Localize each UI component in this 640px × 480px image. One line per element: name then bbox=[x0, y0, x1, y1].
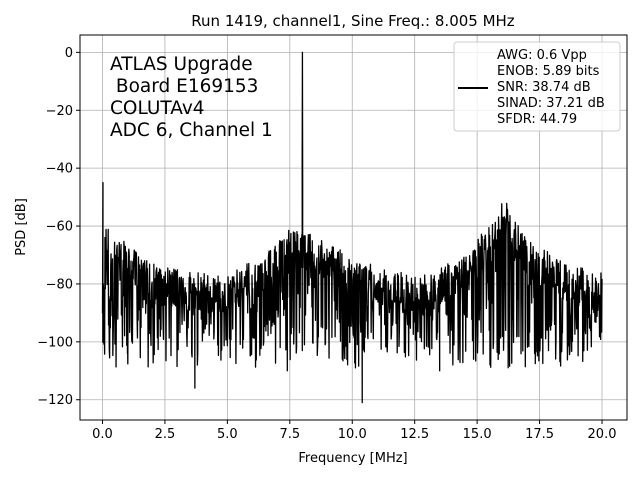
x-axis-label: Frequency [MHz] bbox=[298, 451, 407, 466]
annotation-line-1: ATLAS Upgrade bbox=[110, 54, 253, 75]
x-tick-label: 0.0 bbox=[92, 427, 113, 442]
y-tick-label: −20 bbox=[46, 104, 73, 119]
y-tick-label: −80 bbox=[46, 277, 73, 292]
psd-trace-line bbox=[101, 51, 603, 404]
psd-series bbox=[101, 51, 603, 404]
ticks: 0.0 2.5 5.0 7.5 10.0 12.5 15.0 17.5 20.0 0 −20 −40 −… bbox=[37, 46, 616, 442]
legend-box bbox=[453, 41, 621, 132]
legend-line-5: SFDR: 44.79 bbox=[497, 112, 577, 127]
chart-title: Run 1419, channel1, Sine Freq.: 8.005 MH… bbox=[191, 12, 515, 30]
y-tick-label: −60 bbox=[46, 220, 73, 235]
legend-line-4: SINAD: 37.21 dB bbox=[497, 96, 605, 111]
x-tick-label: 10.0 bbox=[338, 427, 367, 442]
y-tick-label: −100 bbox=[37, 335, 73, 350]
x-tick-label: 15.0 bbox=[463, 427, 492, 442]
x-tick-label: 7.5 bbox=[279, 427, 300, 442]
legend-line-2: ENOB: 5.89 bits bbox=[497, 64, 600, 79]
legend-line-1: AWG: 0.6 Vpp bbox=[497, 48, 587, 63]
annotation-line-4: ADC 6, Channel 1 bbox=[110, 120, 273, 141]
y-tick-label: 0 bbox=[65, 46, 73, 61]
x-tick-label: 5.0 bbox=[217, 427, 238, 442]
y-axis-label: PSD [dB] bbox=[14, 198, 29, 256]
annotation-line-3: COLUTAv4 bbox=[110, 98, 205, 119]
x-tick-label: 17.5 bbox=[525, 427, 554, 442]
x-tick-label: 2.5 bbox=[155, 427, 176, 442]
y-tick-label: −120 bbox=[37, 393, 73, 408]
legend: AWG: 0.6 Vpp ENOB: 5.89 bits SNR: 38.74 … bbox=[453, 41, 621, 132]
x-tick-label: 12.5 bbox=[400, 427, 429, 442]
annotation-line-2: Board E169153 bbox=[110, 76, 258, 97]
annotation-block: ATLAS Upgrade Board E169153 COLUTAv4 ADC… bbox=[110, 54, 273, 141]
legend-line-3: SNR: 38.74 dB bbox=[497, 80, 591, 95]
x-tick-label: 20.0 bbox=[588, 427, 617, 442]
y-tick-label: −40 bbox=[46, 162, 73, 177]
axes-frame bbox=[79, 34, 628, 421]
